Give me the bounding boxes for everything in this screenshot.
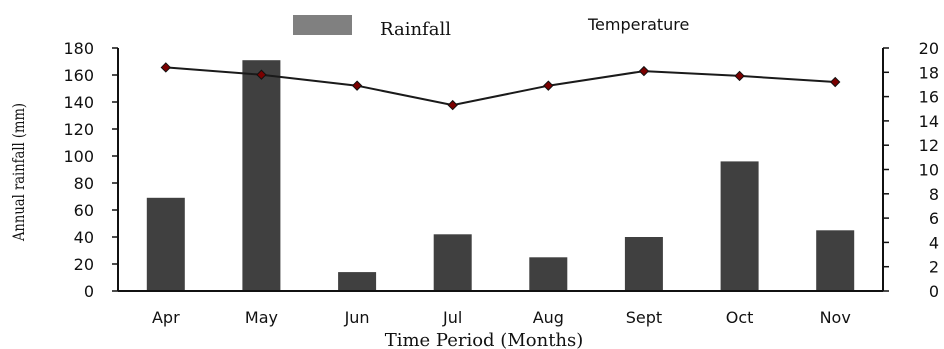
temperature-point bbox=[829, 76, 841, 88]
x-tick-label: Sept bbox=[626, 308, 662, 327]
y-axis-title: Annual rainfall (mm) bbox=[10, 103, 29, 242]
temperature-point bbox=[256, 69, 267, 80]
rainfall-bar bbox=[720, 161, 759, 291]
y-tick-label-right: 2 bbox=[929, 258, 939, 277]
rainfall-bar bbox=[529, 257, 568, 292]
x-tick-label: Aug bbox=[533, 308, 564, 327]
x-tick-label: Jun bbox=[344, 308, 370, 327]
y-tick-label-left: 60 bbox=[74, 201, 94, 220]
y-tick-label-right: 6 bbox=[929, 209, 939, 228]
legend-rainfall-label: Rainfall bbox=[380, 19, 451, 40]
legend-rainfall-swatch bbox=[293, 15, 352, 35]
x-tick-label: Apr bbox=[152, 308, 180, 327]
y-tick-label-right: 20 bbox=[919, 39, 939, 58]
y-tick-label-right: 14 bbox=[919, 112, 939, 131]
y-tick-label-left: 80 bbox=[74, 174, 94, 193]
y-tick-label-right: 10 bbox=[919, 161, 939, 180]
rainfall-bar bbox=[816, 230, 855, 292]
y-tick-label-left: 0 bbox=[84, 282, 94, 301]
temperature-point bbox=[734, 70, 745, 82]
y-tick-label-right: 8 bbox=[929, 185, 939, 204]
legend-temperature-label: Temperature bbox=[587, 15, 689, 34]
y-tick-label-right: 18 bbox=[919, 63, 939, 82]
temperature-point bbox=[638, 65, 650, 77]
temperature-point bbox=[351, 80, 363, 91]
temperature-point bbox=[543, 80, 554, 91]
legend: Rainfall Temperature bbox=[293, 15, 689, 40]
temperature-point bbox=[160, 62, 172, 73]
axes bbox=[117, 48, 884, 292]
y-tick-label-left: 20 bbox=[74, 255, 94, 274]
y-tick-label-left: 160 bbox=[63, 66, 94, 85]
y-tick-label-right: 0 bbox=[929, 282, 939, 301]
rainfall-bar bbox=[338, 272, 377, 291]
y-tick-label-left: 180 bbox=[63, 39, 94, 58]
y-tick-label-right: 16 bbox=[919, 88, 939, 107]
x-tick-label: Jul bbox=[442, 308, 462, 327]
y-tick-label-left: 100 bbox=[63, 147, 94, 166]
x-axis-title: Time Period (Months) bbox=[385, 330, 584, 349]
rainfall-bar bbox=[433, 234, 472, 291]
rainfall-bar bbox=[242, 60, 281, 292]
temperature-point bbox=[447, 99, 458, 111]
rainfall-bar bbox=[624, 237, 663, 291]
y-ticks-left: 0 20 40 60 80 100 120 140 160 180 bbox=[63, 39, 118, 301]
rainfall-bar bbox=[146, 197, 185, 291]
y-tick-label-left: 120 bbox=[63, 120, 94, 139]
x-tick-label: May bbox=[245, 308, 278, 327]
y-tick-label-right: 12 bbox=[919, 136, 939, 155]
temperature-line bbox=[160, 62, 841, 111]
x-tick-label: Nov bbox=[820, 308, 851, 327]
y-tick-label-left: 40 bbox=[74, 228, 94, 247]
temperature-line-path bbox=[165, 66, 836, 107]
y-ticks-right: 0 2 4 6 8 10 12 14 16 18 20 bbox=[883, 39, 939, 301]
x-ticks: Apr May Jun Jul Aug Sept Oct Nov bbox=[152, 308, 851, 327]
x-tick-label: Oct bbox=[726, 308, 754, 327]
y-tick-label-right: 4 bbox=[929, 233, 939, 252]
y-tick-label-left: 140 bbox=[63, 93, 94, 112]
rainfall-bars bbox=[146, 60, 855, 292]
